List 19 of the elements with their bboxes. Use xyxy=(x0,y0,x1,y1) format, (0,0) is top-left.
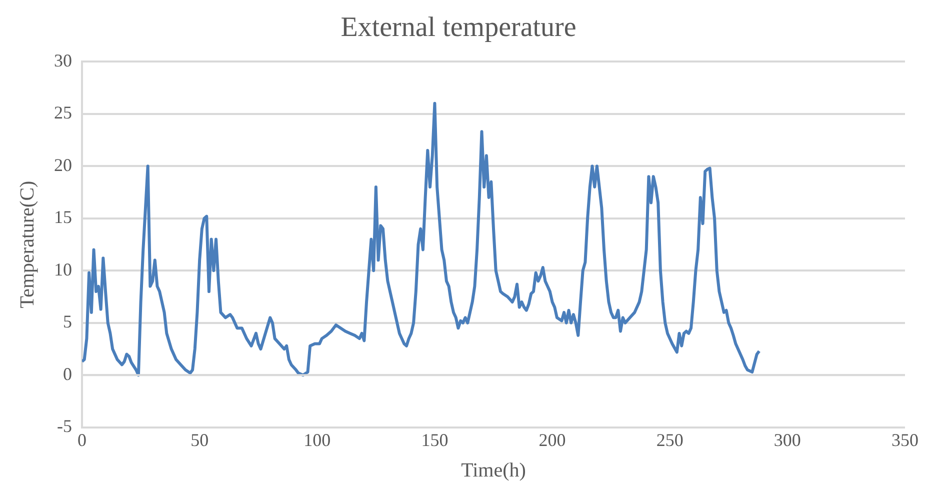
x-tick-label: 250 xyxy=(656,430,684,450)
y-axis-title: Temperature(C) xyxy=(16,180,38,308)
x-tick-label: 0 xyxy=(78,430,86,450)
x-tick-label: 100 xyxy=(304,430,331,450)
x-axis-title: Time(h) xyxy=(461,459,526,482)
x-tick-label: 300 xyxy=(774,430,801,450)
y-tick-label: 25 xyxy=(54,102,72,123)
y-tick-label: 0 xyxy=(63,364,72,384)
y-tick-label: 5 xyxy=(63,312,72,332)
y-tick-label: 15 xyxy=(54,207,72,228)
chart-title: External temperature xyxy=(340,12,576,44)
y-tick-label: 20 xyxy=(54,154,72,175)
x-tick-label: 150 xyxy=(421,430,448,450)
x-tick-label: 50 xyxy=(190,430,209,450)
x-tick-label: 200 xyxy=(538,430,566,450)
x-tick-label: 350 xyxy=(892,430,918,450)
y-tick-label: 30 xyxy=(54,50,72,70)
y-tick-label: 10 xyxy=(54,259,72,280)
y-tick-label: -5 xyxy=(57,416,72,436)
